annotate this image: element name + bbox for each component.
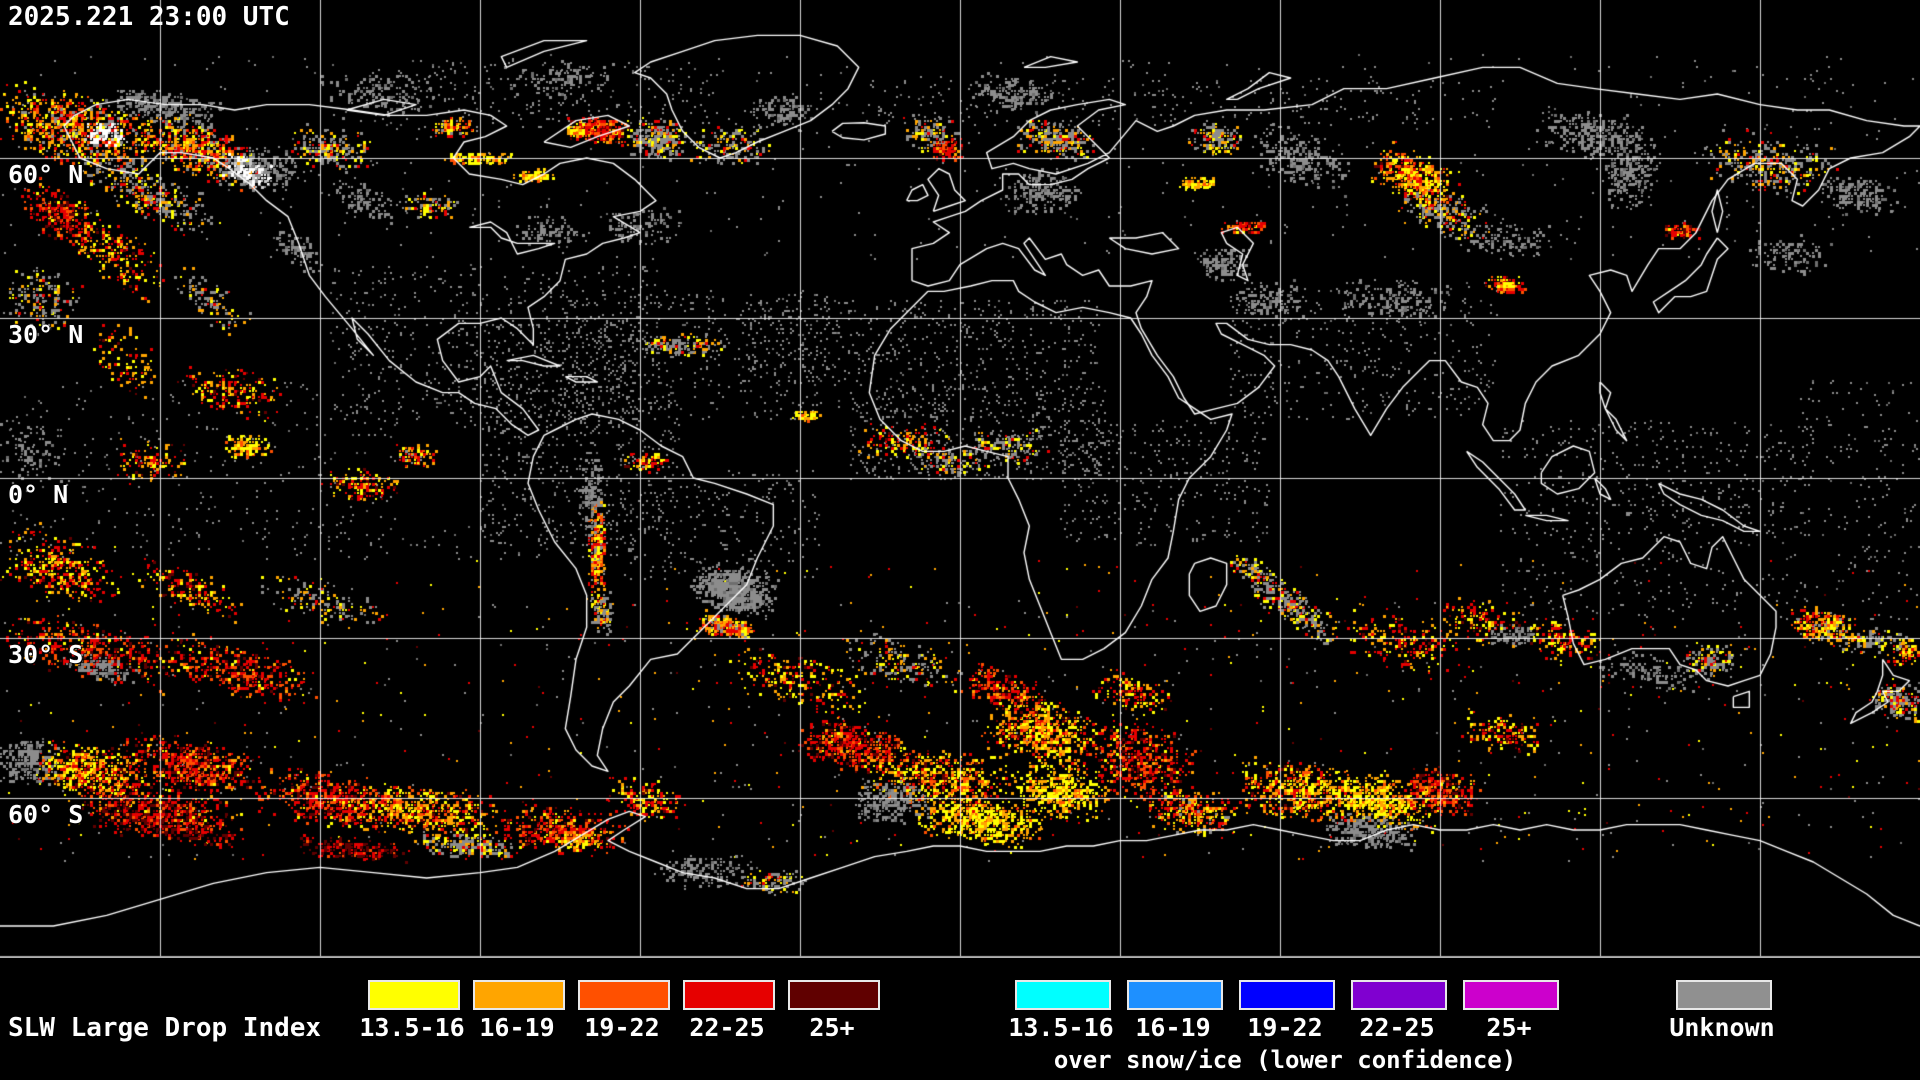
latitude-label-30n: 30° N	[8, 320, 84, 349]
latitude-label-0n: 0° N	[8, 480, 69, 509]
legend-swatch-19-22	[578, 980, 670, 1010]
legend-swatch-13.5-16	[368, 980, 460, 1010]
timestamp: 2025.221 23:00 UTC	[8, 2, 290, 32]
legend-swatch-snowice-19-22	[1239, 980, 1335, 1010]
legend-swatch-snowice-16-19	[1127, 980, 1223, 1010]
legend-label: 22-25	[1359, 1013, 1435, 1042]
legend-swatch-snowice-25plus	[1463, 980, 1559, 1010]
legend-swatch-unknown	[1676, 980, 1772, 1010]
legend-label: 16-19	[1135, 1013, 1211, 1042]
legend-label: 13.5-16	[359, 1013, 465, 1042]
legend-label: 13.5-16	[1008, 1013, 1114, 1042]
world-map-canvas	[0, 0, 1920, 958]
legend-title: SLW Large Drop Index	[8, 1013, 322, 1043]
legend-swatch-22-25	[683, 980, 775, 1010]
legend-swatch-25plus	[788, 980, 880, 1010]
legend-subtitle-snow-ice: over snow/ice (lower confidence)	[1053, 1046, 1517, 1074]
latitude-label-60n: 60° N	[8, 160, 84, 189]
legend-swatch-snowice-22-25	[1351, 980, 1447, 1010]
legend-swatch-snowice-13.5-16	[1015, 980, 1111, 1010]
latitude-label-30s: 30° S	[8, 640, 84, 669]
latitude-label-60s: 60° S	[8, 800, 84, 829]
legend-label: 25+	[1486, 1013, 1532, 1042]
legend-swatch-16-19	[473, 980, 565, 1010]
legend-label-unknown: Unknown	[1669, 1013, 1775, 1042]
legend-label: 19-22	[1247, 1013, 1323, 1042]
legend-label: 16-19	[479, 1013, 555, 1042]
legend-label: 19-22	[584, 1013, 660, 1042]
legend-label: 25+	[809, 1013, 855, 1042]
legend-label: 22-25	[689, 1013, 765, 1042]
